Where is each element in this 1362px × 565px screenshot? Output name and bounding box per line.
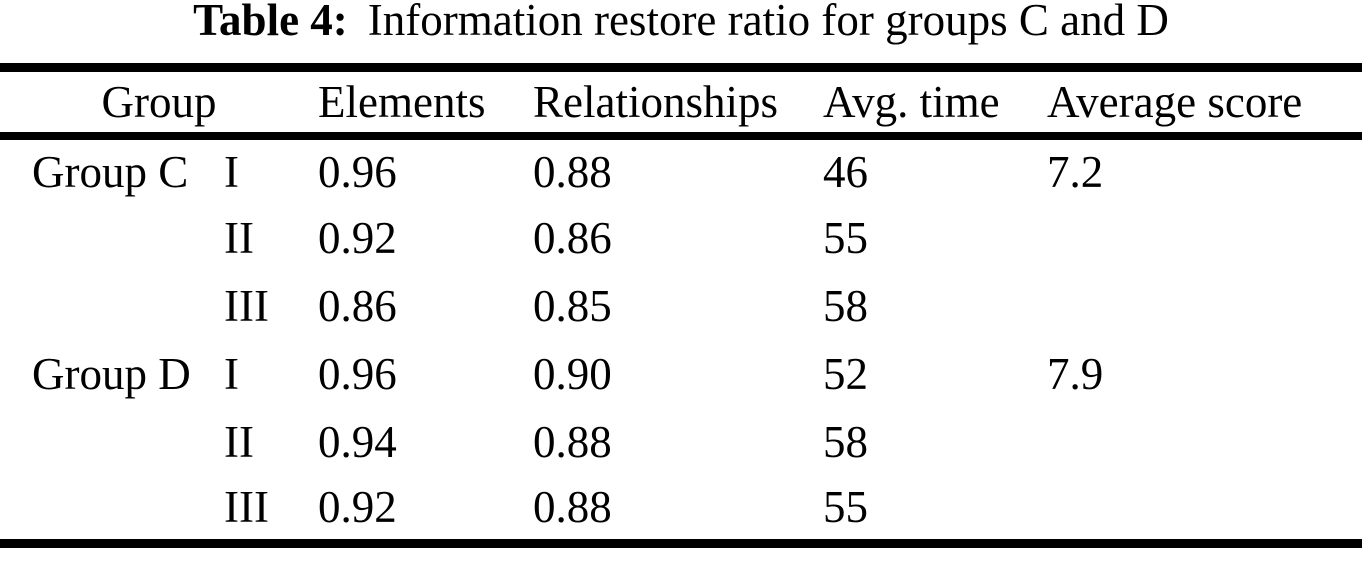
cell-relationships: 0.88 xyxy=(533,482,612,533)
cell-avg-time: 58 xyxy=(823,416,869,467)
cell-avg-score xyxy=(1047,272,1362,340)
cell-group: Group D xyxy=(32,348,191,399)
column-header-average-score: Average score xyxy=(1047,76,1303,127)
cell-avg-score: 7.9 xyxy=(1047,348,1104,399)
cell-avg-time: 52 xyxy=(823,348,869,399)
cell-trial: II xyxy=(224,212,254,263)
cell-elements: 0.86 xyxy=(318,280,397,331)
cell-group xyxy=(0,408,222,476)
cell-relationships: 0.90 xyxy=(533,348,612,399)
table-body: Group C I 0.96 0.88 46 7.2 II 0.92 0.86 … xyxy=(0,136,1362,544)
cell-relationships: 0.88 xyxy=(533,416,612,467)
cell-avg-time: 58 xyxy=(823,280,869,331)
cell-trial: II xyxy=(224,416,254,467)
table-row: III 0.92 0.88 55 xyxy=(0,476,1362,544)
cell-avg-score: 7.2 xyxy=(1047,146,1104,197)
column-header-avg-time: Avg. time xyxy=(823,76,1000,127)
cell-elements: 0.96 xyxy=(318,348,397,399)
table-caption-text: Information restore ratio for groups C a… xyxy=(367,0,1169,45)
cell-group xyxy=(0,272,222,340)
cell-relationships: 0.88 xyxy=(533,146,612,197)
table-row: II 0.94 0.88 58 xyxy=(0,408,1362,476)
table-caption: Table 4: Information restore ratio for gr… xyxy=(0,0,1362,43)
cell-elements: 0.94 xyxy=(318,416,397,467)
cell-group xyxy=(0,204,222,272)
cell-elements: 0.92 xyxy=(318,482,397,533)
cell-trial: I xyxy=(224,348,239,399)
cell-trial: III xyxy=(224,280,269,331)
cell-avg-score xyxy=(1047,476,1362,544)
table-caption-label: Table 4: xyxy=(193,0,348,45)
table-row: Group D I 0.96 0.90 52 7.9 xyxy=(0,340,1362,408)
cell-trial: I xyxy=(224,146,239,197)
cell-elements: 0.92 xyxy=(318,212,397,263)
cell-elements: 0.96 xyxy=(318,146,397,197)
cell-relationships: 0.85 xyxy=(533,280,612,331)
table-row: Group C I 0.96 0.88 46 7.2 xyxy=(0,136,1362,204)
cell-avg-time: 55 xyxy=(823,212,869,263)
column-header-group: Group xyxy=(101,76,217,127)
information-restore-table: Group Elements Relationships Avg. time A… xyxy=(0,63,1362,548)
cell-avg-time: 55 xyxy=(823,482,869,533)
table-row: III 0.86 0.85 58 xyxy=(0,272,1362,340)
header-row: Group Elements Relationships Avg. time A… xyxy=(0,68,1362,136)
table-header: Group Elements Relationships Avg. time A… xyxy=(0,68,1362,136)
cell-avg-time: 46 xyxy=(823,146,869,197)
cell-avg-score xyxy=(1047,204,1362,272)
cell-group xyxy=(0,476,222,544)
cell-group: Group C xyxy=(32,146,189,197)
cell-trial: III xyxy=(224,482,269,533)
table-row: II 0.92 0.86 55 xyxy=(0,204,1362,272)
column-header-elements: Elements xyxy=(318,76,486,127)
cell-relationships: 0.86 xyxy=(533,212,612,263)
column-header-relationships: Relationships xyxy=(533,76,779,127)
cell-avg-score xyxy=(1047,408,1362,476)
